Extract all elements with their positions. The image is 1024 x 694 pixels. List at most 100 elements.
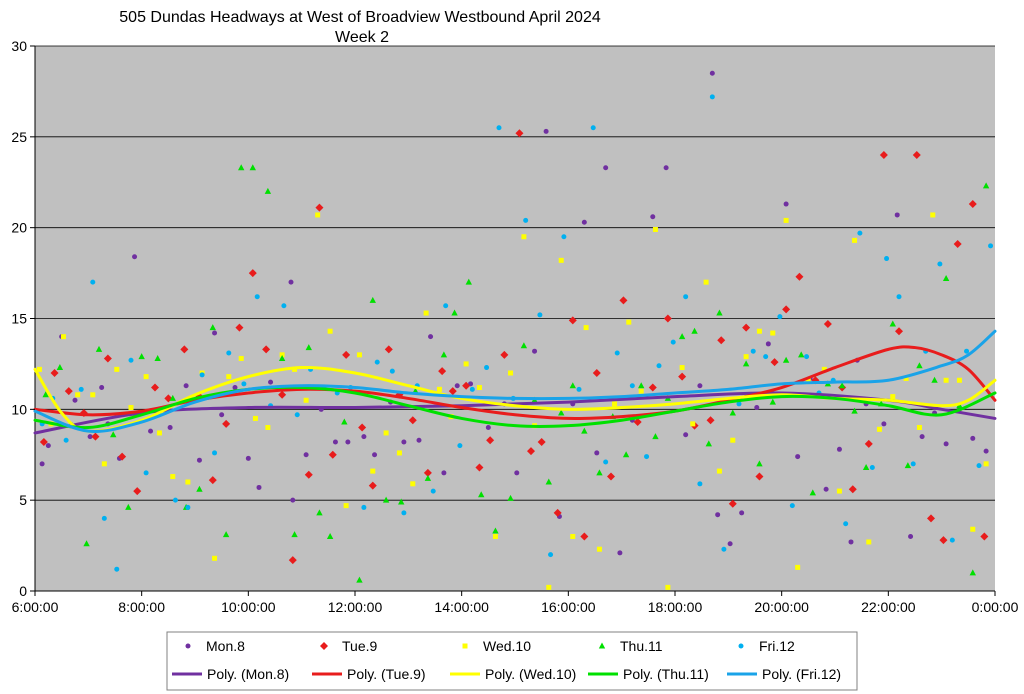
data-point xyxy=(462,381,471,390)
data-point xyxy=(451,309,458,316)
data-point xyxy=(919,434,925,440)
data-point xyxy=(463,361,469,367)
legend-label: Fri.12 xyxy=(759,638,795,654)
data-point xyxy=(372,452,378,458)
data-point xyxy=(101,461,107,467)
data-point xyxy=(884,256,890,262)
data-point xyxy=(949,537,955,543)
data-point xyxy=(383,430,389,436)
data-point xyxy=(303,452,309,458)
data-point xyxy=(279,352,285,358)
data-point xyxy=(527,447,535,456)
data-point xyxy=(864,439,873,448)
data-point xyxy=(328,450,337,459)
data-point xyxy=(369,296,376,303)
data-point xyxy=(795,272,804,281)
legend-label: Wed.10 xyxy=(483,638,531,654)
data-point xyxy=(964,348,970,354)
data-point xyxy=(128,405,134,411)
data-point xyxy=(291,531,298,538)
data-point xyxy=(416,437,422,443)
data-point xyxy=(679,365,685,371)
x-tick-label: 22:00:00 xyxy=(861,599,916,615)
data-point xyxy=(580,532,589,541)
data-point xyxy=(590,125,596,131)
legend-label: Poly. (Mon.8) xyxy=(207,666,289,682)
data-point xyxy=(716,468,722,474)
data-point xyxy=(316,509,323,516)
data-point xyxy=(342,350,351,359)
data-point xyxy=(508,370,514,376)
data-point xyxy=(235,323,244,332)
data-point xyxy=(603,165,609,171)
data-point xyxy=(78,386,84,392)
data-point xyxy=(889,320,896,327)
data-point xyxy=(262,345,271,354)
data-point xyxy=(876,426,882,432)
data-point xyxy=(612,401,618,407)
data-point xyxy=(63,437,69,443)
data-point xyxy=(212,330,218,336)
data-point xyxy=(132,254,138,260)
data-point xyxy=(857,230,863,236)
data-point xyxy=(438,367,447,376)
data-point xyxy=(769,398,776,405)
data-point xyxy=(368,481,377,490)
data-point xyxy=(782,305,791,314)
data-point xyxy=(561,234,567,240)
y-tick-label: 15 xyxy=(11,311,27,327)
data-point xyxy=(87,434,93,440)
data-point xyxy=(852,237,858,243)
data-point xyxy=(656,363,662,369)
data-point xyxy=(697,481,703,487)
data-point xyxy=(180,345,189,354)
data-point xyxy=(256,484,262,490)
data-point xyxy=(770,330,776,336)
data-point xyxy=(185,504,191,510)
data-point xyxy=(441,470,447,476)
data-point xyxy=(382,496,390,503)
data-point xyxy=(428,334,434,340)
y-tick-label: 20 xyxy=(11,220,27,236)
data-point xyxy=(652,433,659,440)
data-point xyxy=(581,219,587,225)
data-point xyxy=(332,439,338,445)
data-point xyxy=(396,450,402,456)
data-point xyxy=(36,366,42,372)
data-point xyxy=(238,355,244,361)
trendline-poly-thu-11 xyxy=(33,385,997,430)
data-point xyxy=(607,472,615,481)
data-point xyxy=(795,564,801,570)
x-tick-label: 16:00:00 xyxy=(541,599,596,615)
data-point xyxy=(398,498,405,505)
data-point xyxy=(848,485,857,494)
data-point xyxy=(345,439,351,445)
data-point xyxy=(568,316,577,325)
data-point xyxy=(895,327,903,336)
data-point xyxy=(755,472,764,481)
data-point xyxy=(558,257,564,263)
data-point xyxy=(199,372,205,378)
data-point xyxy=(389,368,395,374)
data-point xyxy=(894,212,900,218)
data-point xyxy=(133,487,142,496)
data-point xyxy=(248,269,257,278)
y-tick-label: 5 xyxy=(19,492,27,508)
data-point xyxy=(167,425,173,430)
data-point xyxy=(592,369,601,377)
data-point xyxy=(838,382,846,389)
data-point xyxy=(789,503,795,509)
data-point xyxy=(619,296,628,305)
data-point xyxy=(982,182,990,189)
legend-label: Poly. (Wed.10) xyxy=(485,666,576,682)
data-points xyxy=(36,70,994,590)
legend-marker xyxy=(598,642,606,649)
data-point xyxy=(903,375,909,381)
data-point xyxy=(939,536,948,545)
data-point xyxy=(709,94,715,100)
data-point xyxy=(976,463,982,469)
series-tue-9 xyxy=(39,129,989,565)
data-point xyxy=(154,354,161,361)
data-point xyxy=(209,324,216,331)
